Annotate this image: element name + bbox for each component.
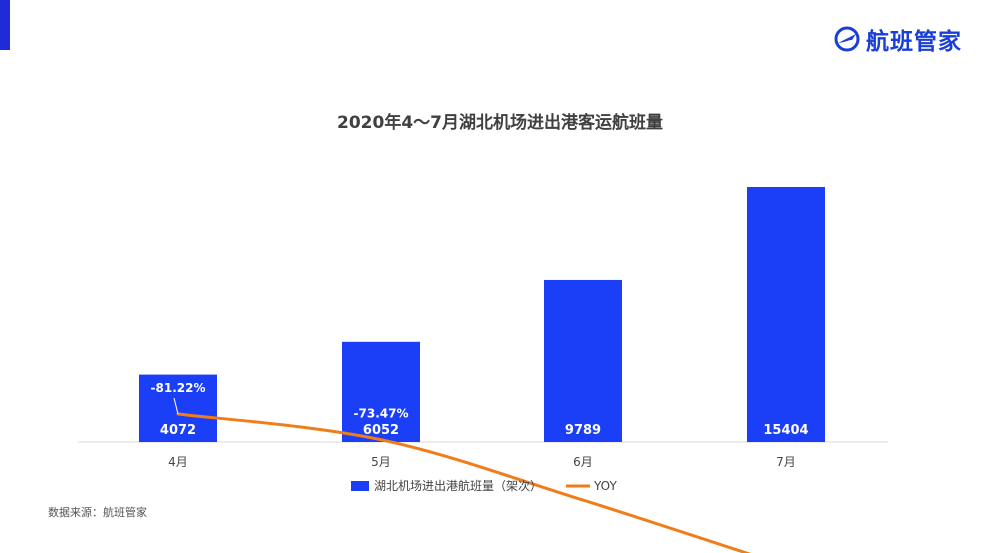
x-tick-label: 5月 [371, 455, 391, 469]
brand-name: 航班管家 [866, 29, 962, 55]
data-source-note: 数据来源：航班管家 [48, 506, 147, 519]
yoy-value-label: -55.30% [556, 467, 611, 481]
x-tick-label: 6月 [573, 455, 593, 469]
bar-7月 [747, 187, 825, 442]
brand-logo-group: 航班管家 [834, 22, 962, 56]
yoy-value-label: -81.22% [151, 381, 206, 395]
yoy-label-leader [173, 397, 179, 415]
legend-line-label: YOY [593, 479, 617, 493]
bar-5月 [342, 341, 420, 442]
x-tick-label: 7月 [776, 455, 796, 469]
bar-4月 [139, 374, 217, 442]
bar-value-label: 6052 [363, 423, 399, 438]
corner-accent-tab [0, 0, 10, 50]
bar-6月 [544, 279, 622, 442]
legend-bar-swatch [351, 481, 369, 491]
plane-globe-logo-icon [834, 26, 860, 52]
legend-bar-label: 湖北机场进出港航班量（架次） [374, 478, 542, 493]
yoy-line [176, 412, 752, 553]
yoy-value-label: -35.46% [759, 533, 814, 547]
yoy-value-label: -73.47% [354, 407, 409, 421]
bar-value-label: 4072 [160, 423, 196, 438]
chart-title: 2020年4～7月湖北机场进出港客运航班量 [337, 113, 663, 133]
x-tick-label: 4月 [168, 455, 188, 469]
bar-value-label: 15404 [763, 423, 808, 438]
bar-value-label: 9789 [565, 423, 601, 438]
